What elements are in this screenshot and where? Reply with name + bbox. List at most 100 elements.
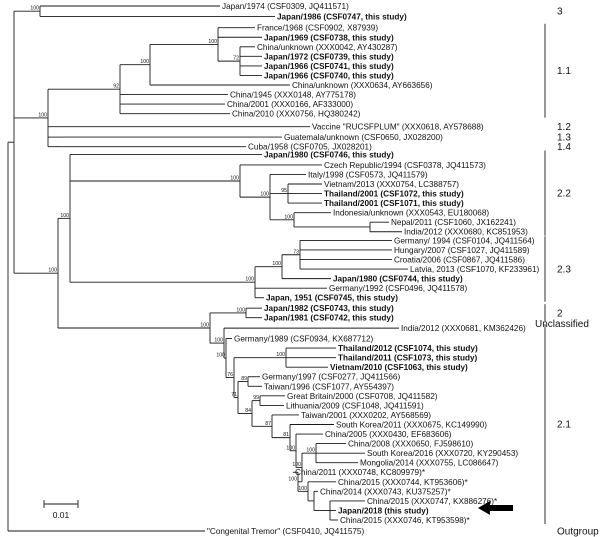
bootstrap-value: 89 (241, 376, 247, 382)
bootstrap-value: 100 (298, 486, 307, 492)
bootstrap-value: 76 (227, 372, 233, 378)
taxon-label: Taiwan/2001 (XXX0202, AY568569) (301, 411, 431, 420)
bootstrap-value: 100 (292, 462, 301, 468)
taxon-label: "Congenital Tremor" (CSF0410, JQ411575) (207, 527, 364, 536)
taxon-label: Japan/1966 (CSF0741, this study) (264, 62, 394, 71)
bootstrap-value: 100 (60, 213, 69, 219)
bootstrap-value: 100 (276, 352, 285, 358)
taxon-label: China/2001 (XXX0166, AF333000) (227, 100, 353, 109)
taxon-label: China/2015 (XXX0746, KT953598)* (340, 516, 471, 525)
group-label: 1.4 (557, 142, 571, 153)
taxon-label: Japan/1986 (CSF0747, this study) (277, 12, 407, 21)
taxon-label: Thailand/2001 (CSF1072, this study) (324, 190, 464, 199)
bootstrap-value: 100 (214, 338, 223, 344)
bootstrap-value: 100 (286, 445, 295, 451)
taxon-label: Hungary/2007 (CSF1027, JQ411589) (394, 246, 530, 255)
taxon-label: Nepal/2011 (CSF1060, JX162241) (391, 218, 516, 227)
bootstrap-value: 95 (281, 188, 287, 194)
taxon-label: Japan, 1951 (CSF0745, this study) (266, 294, 398, 303)
bootstrap-value: 72 (233, 56, 239, 62)
taxon-label: India/2012 (XXX0681, KM362426) (401, 324, 526, 333)
taxon-label: Guatemala/unknown (CSF0650, JX028200) (284, 133, 443, 142)
taxon-label: Latvia, 2013 (CSF1070, KF233961) (410, 265, 540, 274)
taxon-label: China/2008 (XXX0650, FJ598610) (348, 440, 473, 449)
genotype-groups: 3 1.1 1.21.31.4 2.2 2.3 2 2.1 Outgroup Unclassif… (535, 7, 599, 537)
taxon-label: India/2012 (XXX0680, KC851953) (404, 228, 528, 237)
taxon-label: Vietnam/2013 (XXX0754, LC388757) (324, 180, 459, 189)
bootstrap-value: 100 (260, 192, 269, 198)
taxon-label: Japan/1982 (CSF0743, this study) (264, 304, 394, 313)
taxon-label: China/2005 (XXX0430, EF683606) (325, 430, 452, 439)
taxon-label: Great Britain/2000 (CSF0708, JQ411582) (287, 392, 438, 401)
taxon-label: South Korea/2011 (XXX0675, KC149990) (336, 420, 487, 429)
group-label: 2 (557, 308, 563, 319)
scale-bar-label: 0.01 (53, 510, 70, 520)
taxon-label: Germany/1997 (CSF0277, JQ411566) (262, 373, 400, 382)
bootstrap-value: 100 (230, 176, 239, 182)
bootstrap-value: 100 (245, 277, 254, 283)
taxon-labels: Japan/1974 (CSF0309, JQ411571)Japan/1986… (207, 2, 540, 536)
taxon-label: China/1945 (XXX0148, AY775178) (230, 91, 356, 100)
group-label: 1.1 (557, 66, 571, 77)
bootstrap-value: 100 (284, 214, 293, 220)
bootstrap-value: 81 (283, 432, 289, 438)
taxon-label: China/2011 (XXX0748, KC809979)* (295, 468, 426, 477)
tree-branches (7, 5, 408, 532)
taxon-label: Japan/1980 (CSF0746, this study) (264, 150, 394, 159)
taxon-label: Italy/1998 (CSF0573, JQ411579) (308, 170, 428, 179)
group-label: 2.1 (557, 420, 571, 431)
group-label: Outgroup (557, 527, 599, 537)
taxon-label: Japan/1974 (CSF0309, JQ411571) (222, 2, 349, 11)
taxon-label: Lithuania/2009 (CSF1048, JQ411591) (286, 401, 424, 410)
group-label: Unclassified (535, 319, 589, 330)
taxon-label: Germany/1989 (CSF0934, KX687712) (234, 335, 374, 344)
taxon-label: Japan/2018 (this study) (338, 506, 429, 515)
group-label: 1.3 (557, 133, 571, 144)
bootstrap-value: 100 (216, 353, 225, 359)
taxon-label: Japan/1972 (CSF0739, this study) (264, 52, 394, 61)
bootstrap-value: 100 (306, 448, 315, 454)
bootstrap-value: 100 (200, 323, 209, 329)
taxon-label: Vietnam/2010 (CSF1063, this study) (330, 363, 468, 372)
taxon-label: China/2015 (XXX0747, KX886276)* (367, 497, 498, 506)
taxon-label: Thailand/2012 (CSF1074, this study) (338, 344, 478, 353)
bootstrap-value: 84 (245, 408, 251, 414)
bootstrap-value: 99 (253, 395, 259, 401)
bootstrap-value: 100 (140, 59, 149, 65)
taxon-label: Vaccine "RUCSFPLUM" (XXX0618, AY578688) (312, 123, 484, 132)
group-label: 2.3 (557, 265, 571, 276)
taxon-label: Japan/1980 (CSF0744, this study) (333, 275, 463, 284)
bootstrap-value: 100 (48, 268, 57, 274)
taxon-label: Mongolia/2014 (XXX0755, LC086647) (360, 459, 499, 468)
bootstrap-value: 100 (272, 261, 281, 267)
group-label: 1.2 (557, 122, 571, 133)
taxon-label: Thailand/2011 (CSF1073, this study) (338, 354, 478, 363)
taxon-label: Cuba/1958 (CSF0705, JX028201) (248, 143, 372, 152)
bootstrap-value: 100 (288, 476, 297, 482)
taxon-label: Japan/1966 (CSF0740, this study) (264, 71, 394, 80)
bootstrap-value: 71 (231, 392, 237, 398)
taxon-label: Indonesia/unknown (XXX0543, EU180068) (333, 209, 489, 218)
taxon-label: China/unknown (XXX0042, AY430287) (257, 43, 398, 52)
taxon-label: Germany/ 1994 (CSF0104, JQ411564) (394, 236, 535, 245)
bootstrap-value: 87 (265, 421, 271, 427)
taxon-label: Japan/1969 (CSF0738, this study) (264, 33, 394, 42)
taxon-label: China/2015 (XXX0744, KT953606)* (338, 478, 469, 487)
taxon-label: Japan/1981 (CSF0742, this study) (264, 314, 394, 323)
left-arrow-icon (478, 501, 513, 515)
group-label: 2.2 (557, 189, 571, 200)
bootstrap-value: 100 (38, 112, 47, 118)
taxon-label: France/1968 (CSF0902, X87939) (257, 24, 378, 33)
taxon-label: Croatia/2006 (CSF0867, JQ411586) (394, 256, 525, 265)
bootstrap-value: 73 (293, 249, 299, 255)
taxon-label: Thailand/2001 (CSF1071, this study) (324, 199, 464, 208)
taxon-label: Taiwan/1996 (CSF1077, AY554397) (264, 382, 394, 391)
group-label: 3 (557, 7, 563, 18)
bootstrap-value: 100 (236, 307, 245, 313)
taxon-label: Czech Republic/1994 (CSF0378, JQ411573) (324, 161, 486, 170)
taxon-label: China/unknown (XXX0634, AY663656) (292, 81, 433, 90)
bootstrap-value: 100 (208, 39, 217, 45)
bootstrap-values: 1001007210092100100100100951001001007310… (30, 6, 315, 492)
taxon-label: South Korea/2016 (XXX0720, KY290453) (367, 449, 518, 458)
